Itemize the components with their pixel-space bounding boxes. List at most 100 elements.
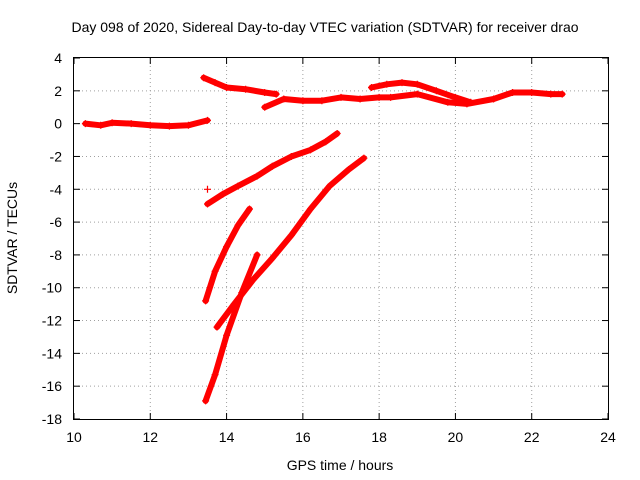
y-tick-label: -10 [42,280,62,296]
y-tick-label: -4 [50,181,63,197]
data-point [356,95,364,103]
series-band [261,89,566,111]
data-point [413,80,421,88]
series-arc-2 [200,74,280,98]
x-tick-label: 12 [142,429,158,445]
data-point [184,121,192,129]
data-point [398,79,406,87]
data-point [467,98,475,106]
x-tick-label: 10 [66,429,82,445]
y-tick-label: -16 [42,378,62,394]
data-point [249,276,257,283]
x-tick-label: 24 [600,429,616,445]
data-point [242,85,250,93]
data-point [360,154,368,162]
series-outlier [204,185,211,193]
data-point [108,119,116,127]
x-tick-label: 14 [219,429,235,445]
data-point [287,153,295,160]
data-point [165,122,173,130]
data-point [246,205,253,213]
data-point [200,74,208,82]
data-point [202,297,210,305]
data-point [333,130,341,137]
data-point [509,89,517,96]
data-point [451,93,459,101]
y-tick-label: -2 [50,148,63,164]
y-tick-label: 4 [54,50,62,66]
data-point [268,254,276,262]
data-point [368,84,375,91]
data-point [268,162,276,170]
data-point [383,80,391,88]
data-point [272,90,280,98]
y-tick-label: -14 [42,345,62,361]
chart-title: Day 098 of 2020, Sidereal Day-to-day VTE… [71,19,578,35]
data-point [337,93,345,101]
x-axis-label: GPS time / hours [287,457,394,473]
series-arc-1 [81,116,211,130]
data-point [127,120,135,128]
data-point [146,121,154,129]
data-point [280,95,288,103]
plot-frame [73,57,609,420]
x-tick-label: 20 [448,429,464,445]
data-point [287,231,295,239]
data-point [223,84,231,91]
data-point [261,103,269,111]
data-point [261,89,269,96]
data-point [432,87,440,95]
data-point [204,116,211,124]
y-tick-label: -12 [42,313,62,329]
data-point [253,172,261,180]
data-point [547,90,555,98]
x-tick-label: 22 [524,429,540,445]
data-point [326,182,334,190]
data-point [234,221,242,229]
series-arc-4 [368,79,475,106]
y-tick-label: 0 [54,116,62,132]
data-point [413,90,421,98]
data-point [219,190,227,198]
data-point [211,267,219,275]
y-tick-label: 2 [54,83,62,99]
data-point [299,97,307,105]
data-point [223,331,231,339]
data-point [204,185,211,193]
axis-ticks [73,57,609,420]
data-point [345,166,353,174]
y-axis-tick-labels: 4 2 0 -2 -4 -6 -8 -10 -12 -14 -16 -18 [42,50,62,427]
series-arc-3 [261,89,566,111]
data-point [253,251,261,259]
y-tick-label: -6 [50,214,63,230]
data-point [318,97,326,105]
data-point [307,205,314,213]
data-point [444,98,452,106]
data-point [322,138,330,146]
y-tick-label: -18 [42,411,62,427]
series-arc-6 [202,205,253,305]
data-point [234,182,242,190]
x-axis-tick-labels: 10 12 14 16 18 20 22 24 [66,429,616,445]
data-point [97,121,105,129]
data-point [204,200,211,208]
data-point [213,323,221,331]
y-axis-label: SDTVAR / TECUs [4,182,20,294]
series-arc-5 [204,130,341,208]
data-point [202,397,210,405]
data-point [558,90,566,98]
data-series [81,74,566,405]
series-arc-8 [202,251,261,405]
data-point [223,243,231,251]
data-point [211,371,219,379]
data-point [211,79,219,87]
data-point [387,93,395,101]
data-point [375,93,383,101]
x-tick-label: 16 [295,429,311,445]
data-point [490,95,498,103]
y-tick-label: -8 [50,247,63,263]
data-point [238,289,246,297]
data-point [81,120,89,128]
x-tick-label: 18 [371,429,387,445]
